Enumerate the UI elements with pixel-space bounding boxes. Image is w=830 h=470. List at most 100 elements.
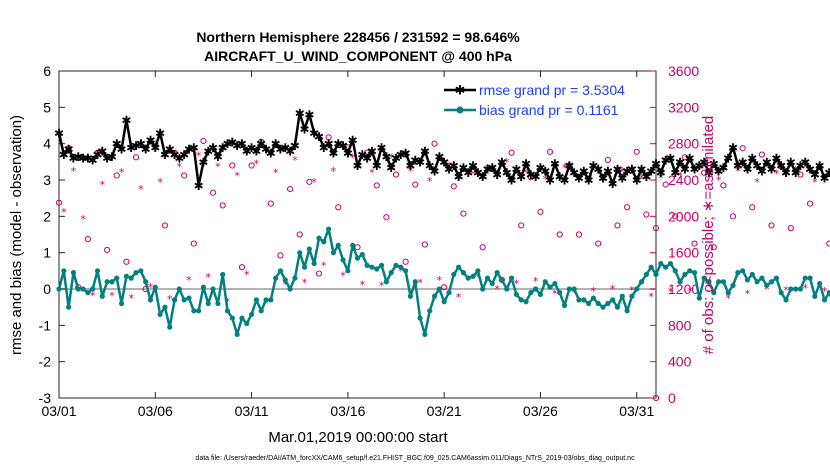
rmse-point: ✱ — [362, 152, 372, 166]
y-right-tick-label: 1600 — [668, 245, 699, 261]
rmse-point: ✱ — [463, 166, 473, 180]
rmse-point: ✱ — [203, 144, 213, 158]
y-right-tick-label: 0 — [668, 390, 676, 406]
rmse-point: ✱ — [430, 164, 440, 178]
bias-point — [176, 286, 182, 292]
obs-assimilated-point: * — [581, 169, 587, 182]
obs-assimilated-point: * — [610, 283, 616, 296]
bias-point — [783, 297, 789, 303]
rmse-point: ✱ — [117, 143, 127, 157]
obs-assimilated-point: * — [177, 160, 183, 173]
bias-point — [788, 286, 794, 292]
bias-point — [735, 270, 741, 276]
bias-point — [316, 235, 322, 241]
bias-point — [552, 280, 558, 287]
bias-point — [75, 286, 81, 292]
y-right-tick-label: 1200 — [668, 281, 699, 297]
bias-point — [431, 293, 438, 299]
bias-point — [456, 264, 462, 270]
rmse-point: ✱ — [194, 179, 204, 193]
bias-point — [730, 282, 736, 288]
x-tick-label: 03/01 — [41, 403, 76, 419]
rmse-point: ✱ — [454, 170, 464, 184]
y-left-tick-label: 2 — [43, 208, 51, 224]
rmse-point: ✱ — [242, 144, 252, 158]
bias-point — [523, 299, 529, 305]
legend-rmse-marker: ✱ — [455, 84, 466, 99]
rmse-point: ✱ — [401, 146, 411, 160]
y-axis-right-label: # of obs: o=possible; ∗=assimilated — [700, 116, 717, 355]
bias-point — [263, 297, 269, 303]
obs-possible-point — [84, 235, 91, 243]
bias-point — [273, 275, 279, 281]
obs-assimilated-point: * — [90, 289, 96, 302]
obs-assimilated-point: * — [677, 169, 683, 182]
bias-point — [484, 275, 491, 281]
bias-point — [364, 262, 370, 268]
rmse-point: ✱ — [54, 126, 64, 140]
rmse-point: ✱ — [815, 159, 825, 173]
rmse-series: ✱✱✱✱✱✱✱✱✱✱✱✱✱✱✱✱✱✱✱✱✱✱✱✱✱✱✱✱✱✱✱✱✱✱✱✱✱✱✱✱… — [54, 106, 830, 193]
rmse-point: ✱ — [304, 108, 314, 122]
rmse-point: ✱ — [458, 161, 468, 175]
obs-possible-point — [460, 210, 467, 217]
rmse-point: ✱ — [92, 148, 102, 162]
obs-assimilated-point: * — [783, 284, 789, 297]
bias-point — [345, 268, 351, 274]
obs-possible-point — [768, 222, 775, 229]
rmse-point: ✱ — [641, 170, 651, 184]
rmse-point: ✱ — [280, 141, 290, 155]
y-left-tick-label: -1 — [39, 317, 52, 333]
obs-assimilated-point: * — [822, 285, 828, 298]
rmse-point: ✱ — [213, 150, 223, 164]
rmse-point: ✱ — [396, 148, 406, 162]
bias-point — [605, 300, 611, 307]
bias-point — [451, 271, 457, 278]
rmse-point: ✱ — [468, 159, 478, 173]
bias-point — [667, 260, 674, 267]
rmse-point: ✱ — [290, 139, 300, 153]
obs-assimilated-point: * — [148, 281, 154, 294]
obs-possible-point — [758, 151, 766, 158]
bias-point — [224, 308, 231, 314]
bias-point — [282, 277, 288, 283]
bias-point — [590, 295, 597, 301]
bias-point — [581, 297, 587, 303]
obs-possible-point — [412, 181, 419, 188]
rmse-point: ✱ — [372, 159, 382, 173]
bias-point — [167, 324, 173, 330]
rmse-point: ✱ — [266, 146, 276, 160]
rmse-point: ✱ — [88, 154, 98, 168]
obs-possible-point — [595, 240, 602, 247]
legend-bias-marker — [456, 106, 464, 114]
rmse-point: ✱ — [333, 137, 343, 151]
obs-assimilated-point: * — [523, 167, 529, 180]
obs-assimilated-point: * — [311, 176, 317, 189]
obs-assimilated-point: * — [138, 183, 144, 196]
rmse-point: ✱ — [377, 141, 387, 155]
obs-possible-point — [546, 148, 554, 155]
bias-point — [696, 295, 702, 301]
y-right-tick-label: 3200 — [668, 99, 699, 115]
obs-assimilated-point: * — [803, 282, 809, 295]
obs-assimilated-point: * — [658, 172, 664, 185]
bias-point — [191, 308, 197, 314]
rmse-point: ✱ — [64, 143, 74, 157]
bias-point — [634, 286, 640, 292]
obs-assimilated-point: * — [639, 172, 645, 185]
rmse-point: ✱ — [184, 143, 194, 157]
rmse-point: ✱ — [709, 157, 719, 171]
y-axis-left-label: rmse and bias (model - observation) — [8, 115, 25, 355]
obs-assimilated-point: * — [196, 149, 202, 162]
obs-assimilated-point: * — [254, 158, 260, 171]
bias-point — [754, 279, 760, 285]
rmse-point: ✱ — [83, 152, 93, 166]
obs-possible-point — [720, 182, 727, 189]
bias-point — [817, 280, 823, 287]
obs-assimilated-point: * — [697, 163, 703, 176]
bias-point — [321, 239, 327, 245]
obs-possible-point — [431, 140, 438, 147]
bias-point — [658, 260, 664, 267]
obs-assimilated-point: * — [167, 293, 173, 306]
obs-assimilated-point: * — [745, 288, 751, 301]
